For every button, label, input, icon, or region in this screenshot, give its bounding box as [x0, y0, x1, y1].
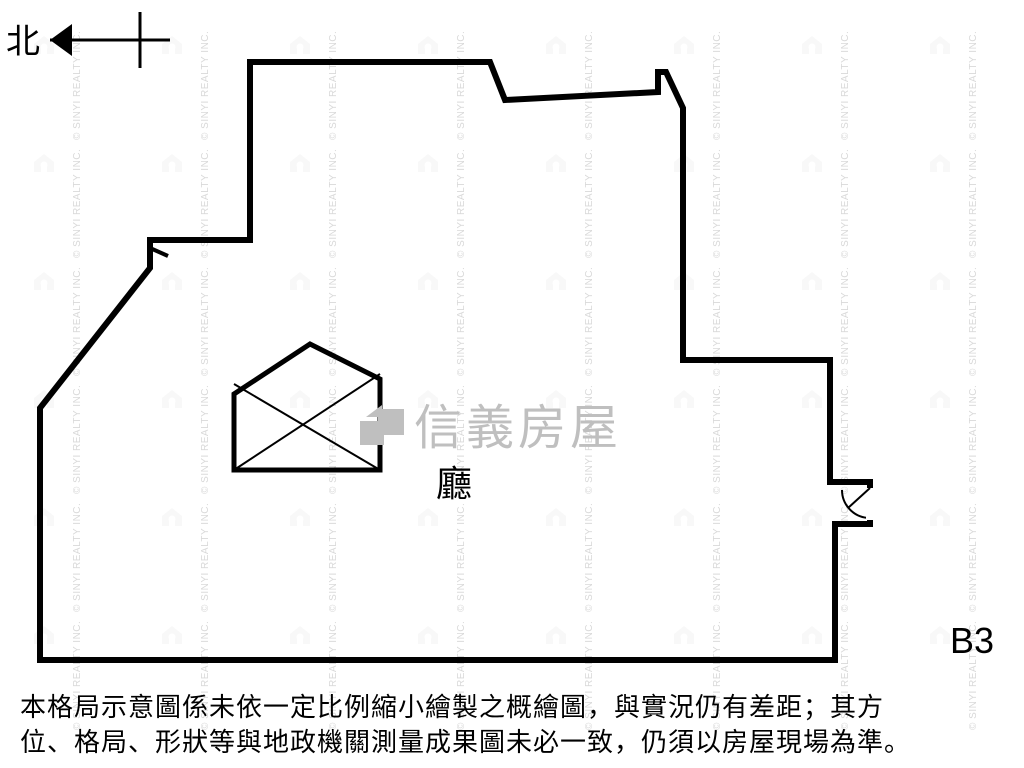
compass-arrow [50, 12, 170, 68]
center-watermark-text: 信義房屋 [414, 388, 622, 458]
floorplan-svg [0, 0, 1024, 768]
center-watermark: 信義房屋 [360, 388, 622, 458]
disclaimer-line2: 位、格局、形狀等與地政機關測量成果圖未必一致，仍須以房屋現場為準。 [20, 727, 911, 757]
room-label-hall: 廳 [436, 455, 472, 507]
floorplan-canvas: © SINYI REALTY INC.© SINYI REALTY INC.© … [0, 0, 1024, 768]
sinyi-logo-icon [360, 401, 404, 445]
disclaimer-text: 本格局示意圖係未依一定比例縮小繪製之概繪圖，與實況仍有差距；其方 位、格局、形狀… [20, 690, 1012, 760]
floorplan-outline [40, 62, 870, 660]
compass-north-label: 北 [6, 14, 40, 63]
floor-label: B3 [950, 620, 994, 662]
disclaimer-line1: 本格局示意圖係未依一定比例縮小繪製之概繪圖，與實況仍有差距；其方 [20, 692, 884, 722]
floorplan-inner-shape [234, 344, 380, 470]
